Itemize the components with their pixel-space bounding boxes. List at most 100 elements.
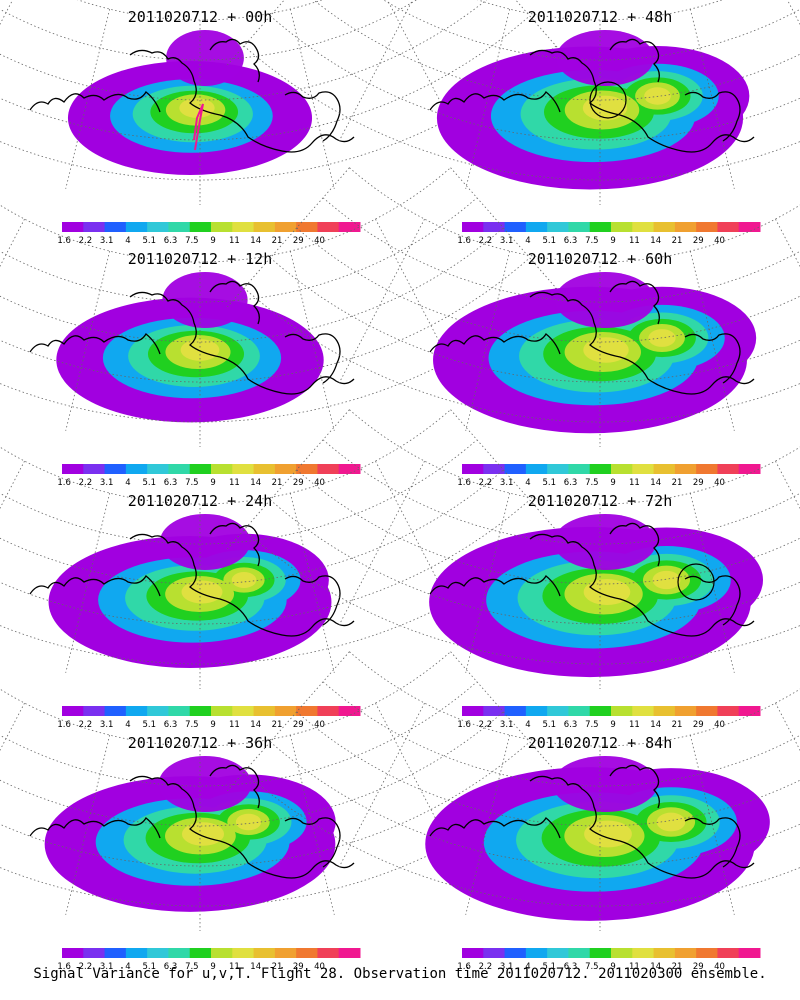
- coastline: [529, 775, 755, 879]
- coastline: [429, 333, 561, 355]
- colorbar-swatch: [274, 948, 297, 958]
- colorbar-swatch: [611, 948, 633, 958]
- coastline: [529, 533, 755, 637]
- colorbar-swatch: [296, 706, 318, 716]
- meridian-line: [465, 493, 511, 673]
- colorbar-label: 40: [314, 478, 325, 488]
- variance-field: [425, 756, 770, 921]
- colorbar: 1.6 2.2 3.1 4 5.1 6.3 7.5 9 11 14 21 29 40: [457, 706, 761, 730]
- meridian-line: [450, 409, 573, 550]
- colorbar-swatch: [568, 948, 591, 958]
- colorbar-swatch: [62, 706, 84, 716]
- colorbar-swatch: [547, 464, 569, 474]
- latitude-line: [243, 771, 800, 907]
- colorbar: 1.6 2.2 3.1 4 5.1 6.3 7.5 9 11 14 21 29 40: [57, 222, 361, 246]
- panel-title: 2011020712 + 36h: [128, 734, 273, 752]
- coastline: [684, 575, 741, 626]
- colorbar: 1.6 2.2 3.1 4 5.1 6.3 7.5 9 11 14 21 29 40: [457, 464, 761, 488]
- colorbar-label: 40: [714, 720, 725, 730]
- colorbar-swatch: [211, 706, 233, 716]
- meridian-line: [689, 9, 735, 189]
- colorbar-label: 21: [672, 962, 683, 972]
- contour-band: [166, 30, 244, 86]
- contour-band: [584, 820, 632, 848]
- colorbar-swatch: [653, 464, 676, 474]
- colorbar-label: 9: [610, 236, 615, 246]
- colorbar-swatch: [189, 948, 212, 958]
- variance-field: [44, 756, 336, 912]
- colorbar-label: 11: [629, 478, 640, 488]
- colorbar-label: 29: [293, 962, 304, 972]
- colorbar-swatch: [83, 706, 106, 716]
- colorbar-label: 11: [629, 720, 640, 730]
- colorbar-swatch: [317, 706, 340, 716]
- colorbar-label: 40: [714, 478, 725, 488]
- colorbar-swatch: [296, 464, 318, 474]
- colorbar-label: 6.3: [164, 720, 178, 730]
- colorbar-swatch: [189, 706, 212, 716]
- colorbar-swatch: [274, 222, 297, 232]
- colorbar-label: 4: [525, 236, 530, 246]
- flight-track: [193, 103, 204, 151]
- contour-band: [158, 756, 252, 812]
- latitude-line: [243, 529, 800, 665]
- meridian-line: [338, 702, 425, 868]
- colorbar-label: 3.1: [100, 478, 114, 488]
- coastline: [429, 817, 561, 839]
- colorbar-label: 29: [693, 478, 704, 488]
- colorbar-swatch: [83, 948, 106, 958]
- colorbar-label: 2.2: [79, 720, 93, 730]
- coastline: [129, 775, 355, 879]
- colorbar-label: 9: [610, 962, 615, 972]
- colorbar-swatch: [674, 948, 697, 958]
- contour-band: [652, 570, 681, 590]
- colorbar-swatch: [125, 706, 148, 716]
- colorbar-swatch: [504, 222, 527, 232]
- meridian-line: [0, 218, 25, 268]
- colorbar-label: 1.6: [457, 478, 471, 488]
- colorbar-swatch: [462, 464, 484, 474]
- colorbar-swatch: [62, 948, 84, 958]
- colorbar-label: 6.3: [164, 236, 178, 246]
- colorbar-label: 4: [125, 236, 130, 246]
- colorbar-label: 40: [714, 236, 725, 246]
- colorbar-label: 2.2: [79, 236, 93, 246]
- coastline: [609, 764, 660, 809]
- colorbar-swatch: [547, 948, 569, 958]
- coastline: [209, 522, 260, 567]
- colorbar-label: 21: [272, 962, 283, 972]
- colorbar-label: 1.6: [457, 962, 471, 972]
- coastline: [129, 533, 355, 637]
- colorbar-swatch: [104, 706, 127, 716]
- colorbar-swatch: [211, 464, 233, 474]
- colorbar-swatch: [738, 222, 761, 232]
- colorbar-swatch: [611, 706, 633, 716]
- colorbar-label: 14: [650, 478, 661, 488]
- colorbar-swatch: [696, 222, 718, 232]
- colorbar-label: 9: [210, 236, 215, 246]
- colorbar-label: 14: [250, 962, 261, 972]
- coastline: [529, 291, 755, 395]
- colorbar-swatch: [504, 948, 527, 958]
- panel-title: 2011020712 + 60h: [528, 250, 673, 268]
- colorbar-label: 3.1: [500, 962, 514, 972]
- colorbar-swatch: [147, 948, 169, 958]
- coastline: [284, 91, 341, 142]
- colorbar-label: 3.1: [100, 962, 114, 972]
- contour-band: [556, 30, 654, 86]
- panel-title: 2011020712 + 72h: [528, 492, 673, 510]
- colorbar: 1.6 2.2 3.1 4 5.1 6.3 7.5 9 11 14 21 29 40: [57, 948, 361, 972]
- observation-circle: [589, 81, 627, 119]
- colorbar-label: 9: [210, 720, 215, 730]
- colorbar: 1.6 2.2 3.1 4 5.1 6.3 7.5 9 11 14 21 29 40: [457, 222, 761, 246]
- colorbar-label: 29: [693, 236, 704, 246]
- colorbar-label: 29: [293, 720, 304, 730]
- latitude-line: [349, 651, 800, 747]
- coastline: [684, 333, 741, 384]
- colorbar-label: 40: [314, 236, 325, 246]
- colorbar-swatch: [525, 706, 548, 716]
- colorbar-label: 11: [629, 236, 640, 246]
- colorbar-label: 9: [610, 478, 615, 488]
- observation-circle: [677, 563, 715, 601]
- colorbar-label: 1.6: [57, 478, 71, 488]
